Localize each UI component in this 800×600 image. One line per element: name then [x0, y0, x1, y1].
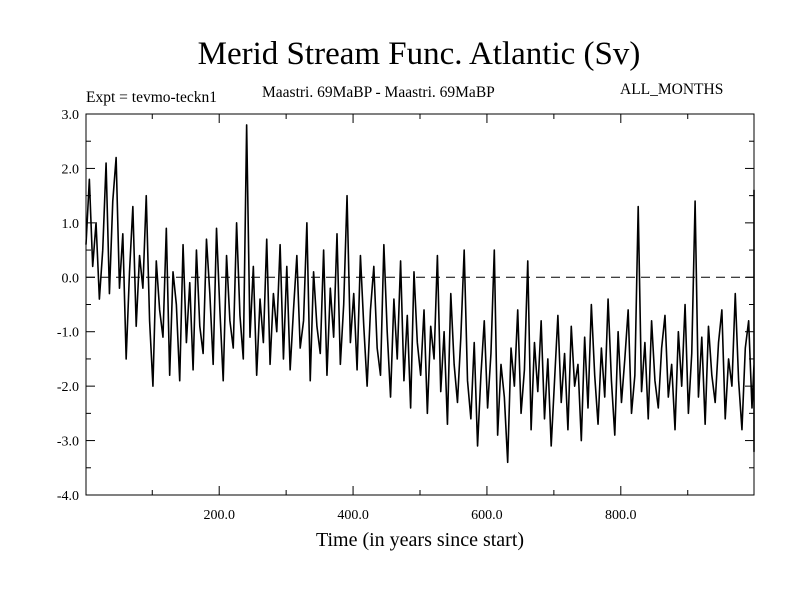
y-tick-label: -1.0 — [57, 326, 79, 341]
x-axis-label: Time (in years since start) — [315, 529, 525, 551]
series-line — [85, 124, 755, 464]
x-tick-label: 400.0 — [337, 508, 369, 523]
chart-subtitle: Maastri. 69MaBP - Maastri. 69MaBP — [262, 84, 495, 101]
y-tick-label: 1.0 — [62, 217, 80, 232]
experiment-label: Expt = tevmo-teckn1 — [86, 89, 217, 106]
x-tick-label: 600.0 — [471, 508, 503, 523]
y-tick-label: 2.0 — [62, 162, 80, 177]
y-tick-label: -3.0 — [57, 435, 79, 450]
chart-title: Merid Stream Func. Atlantic (Sv) — [197, 36, 641, 72]
y-tick-label: 3.0 — [62, 108, 80, 123]
period-label: ALL_MONTHS — [620, 81, 724, 98]
x-tick-label: 800.0 — [605, 508, 637, 523]
ticks-layer: 3.0 2.0 1.0 0.0 -1.0 -2.0 -3.0 -4.0 200.0 400.0 60… — [57, 108, 754, 523]
y-tick-label: -2.0 — [57, 380, 79, 395]
y-tick-label: -4.0 — [57, 489, 79, 504]
x-tick-label: 200.0 — [203, 508, 235, 523]
y-tick-label: 0.0 — [62, 271, 80, 286]
plot-frame — [85, 113, 755, 496]
